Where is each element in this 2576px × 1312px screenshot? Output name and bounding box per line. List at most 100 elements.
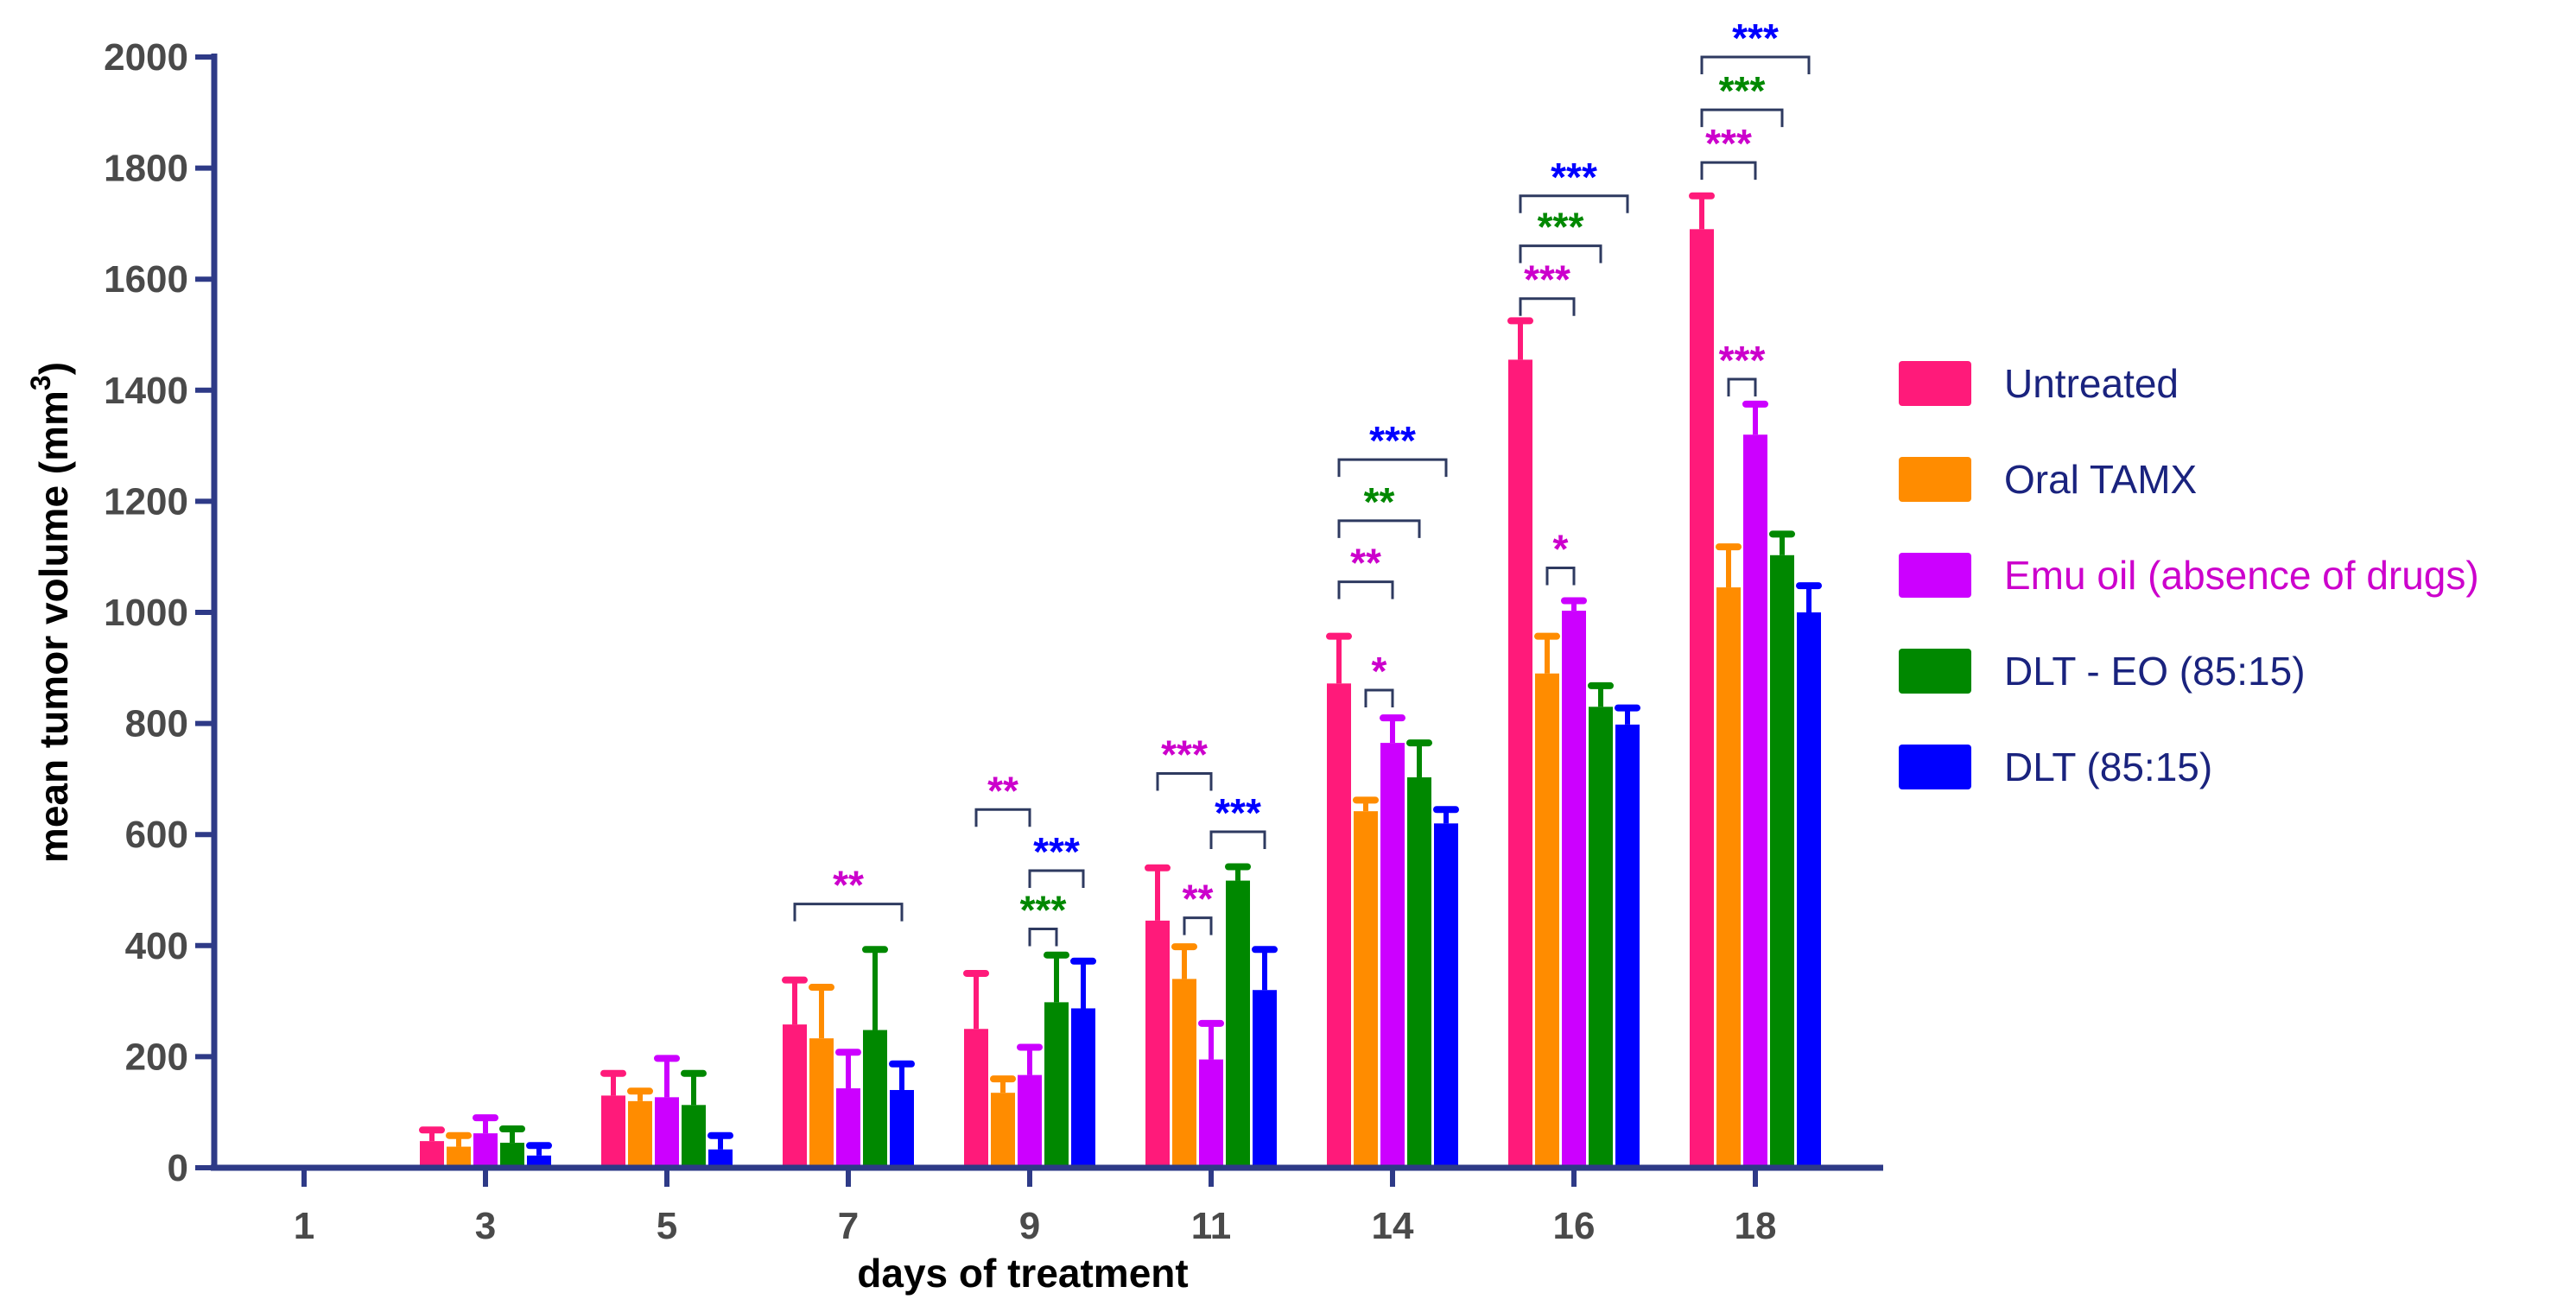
significance-bracket [1727,377,1757,396]
bar [1535,673,1559,1168]
significance-bracket [1700,55,1811,74]
bar [473,1133,498,1168]
bar [1716,587,1741,1168]
bar [1770,555,1794,1168]
significance-label: *** [1705,121,1752,166]
bar [1172,979,1196,1168]
legend-swatch [1899,361,1971,406]
bar [1199,1059,1223,1168]
bar [1380,743,1405,1168]
significance-label: *** [1538,205,1584,250]
bar [1044,1002,1069,1168]
significance-bracket [1156,771,1213,791]
significance-bracket [1209,830,1266,849]
y-tick-label: 1000 [104,592,188,634]
significance-label: *** [1524,257,1570,302]
bar [964,1029,988,1168]
significance-label: *** [1719,338,1766,383]
bar [682,1105,706,1168]
y-tick-label: 600 [125,814,188,856]
bar [809,1038,834,1168]
significance-bracket [793,903,904,922]
x-axis-ticks: 1 3 5 7 9 11 14 16 18 [294,1168,1777,1247]
bar [991,1093,1015,1168]
legend-label: DLT - EO (85:15) [2004,649,2306,694]
significance-label: *** [1161,732,1208,776]
significance-label: *** [1551,155,1597,200]
bars-layer [419,192,1822,1169]
bar [1226,880,1250,1168]
bar [890,1089,914,1168]
legend: Untreated Oral TAMX Emu oil (absence of d… [1899,361,2479,789]
significance-label: *** [1369,418,1416,463]
bar [1434,823,1458,1168]
legend-label: Emu oil (absence of drugs) [2004,553,2479,598]
bar [1327,683,1351,1168]
x-tick-label: 18 [1735,1205,1777,1247]
significance-bracket [974,808,1031,827]
y-tick-label: 1600 [104,258,188,301]
legend-swatch [1899,649,1971,694]
bar [1354,811,1378,1168]
bar [1615,724,1640,1168]
bar [863,1030,887,1168]
x-tick-label: 1 [294,1205,314,1247]
legend-swatch [1899,553,1971,598]
significance-label: ** [987,768,1018,813]
significance-bracket [1337,458,1448,478]
significance-bracket [1519,194,1629,213]
x-tick-label: 14 [1372,1205,1414,1247]
y-tick-label: 800 [125,703,188,745]
bar [655,1097,679,1168]
significance-bracket [1519,244,1602,263]
x-tick-label: 16 [1553,1205,1596,1247]
bar [1690,229,1714,1169]
bar [836,1088,860,1168]
legend-swatch [1899,457,1971,502]
x-tick-label: 9 [1019,1205,1040,1247]
bar [500,1143,524,1168]
significance-bracket [1028,928,1058,947]
bar [1743,434,1767,1168]
bar [527,1155,551,1168]
legend-label: DLT (85:15) [2004,745,2212,789]
legend-swatch [1899,745,1971,789]
y-tick-label: 1800 [104,148,188,190]
bar [1071,1008,1095,1168]
significance-label: ** [1350,541,1381,586]
significance-bracket [1700,108,1784,128]
significance-label: *** [1215,790,1261,835]
significance-label: *** [1033,829,1080,874]
y-tick-label: 200 [125,1036,188,1078]
significance-label: * [1553,527,1569,572]
significance-bracket [1028,869,1085,888]
significance-bracket [1183,916,1213,935]
y-axis-title-suffix: ) [31,362,76,375]
significance-bracket [1545,567,1576,586]
y-tick-label: 1200 [104,480,188,523]
bar [783,1024,807,1168]
y-tick-label: 1400 [104,370,188,412]
bar [601,1095,625,1168]
bar [420,1141,444,1168]
significance-label: *** [1020,888,1067,933]
bar [1508,359,1532,1168]
bar [628,1100,652,1168]
y-tick-label: 2000 [104,36,188,79]
significance-label: *** [1719,68,1766,113]
bar [1797,612,1821,1168]
x-tick-label: 5 [657,1205,677,1247]
bar [1018,1074,1042,1168]
bar [1253,990,1277,1168]
significance-bracket [1337,580,1394,599]
bar [1589,707,1613,1168]
x-tick-label: 7 [838,1205,859,1247]
bar [1562,611,1586,1168]
significance-annotations: ****************************************… [793,16,1811,947]
y-axis-ticks: 0 200 400 600 800 1000 1200 1400 1600 1800 2000 [104,36,214,1189]
bar [1407,776,1431,1168]
bar [1145,920,1170,1168]
y-axis-title: mean tumor volume (mm3) [25,362,76,863]
y-axis-title-main: mean tumor volume (mm [31,390,76,863]
bar [447,1146,471,1168]
